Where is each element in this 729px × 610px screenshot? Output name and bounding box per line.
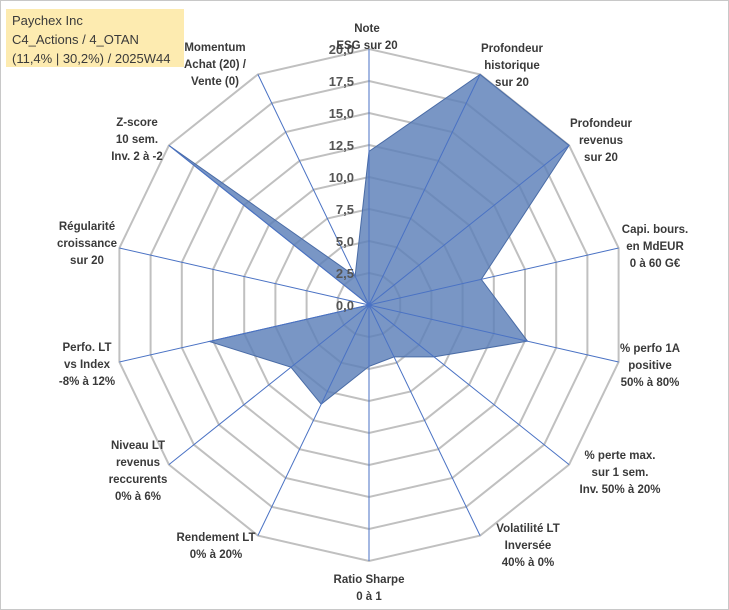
axis-label-3: Capi. bours. en MdEUR 0 à 60 G€ [622,224,688,270]
tick-label-4: 10,0 [329,170,354,185]
chart-title-line-1: Paychex Inc [12,13,83,28]
tick-label-1: 2,5 [336,266,354,281]
tick-label-6: 15,0 [329,106,354,121]
axis-spoke-6 [368,304,481,536]
chart-title-line-2: C4_Actions / 4_OTAN [12,32,139,47]
axis-spoke-10 [119,304,370,363]
axis-label-1: Profondeur historique sur 20 [481,43,543,89]
axis-label-5: % perte max. sur 1 sem. Inv. 50% à 20% [580,450,661,496]
axis-spoke-8 [257,304,370,536]
axis-label-12: Z-score 10 sem. Inv. 2 à -2 [111,117,163,163]
tick-label-7: 17,5 [329,74,354,89]
axis-label-0: Note ESG sur 20 [336,23,397,52]
axis-spoke-11 [119,247,370,306]
tick-label-3: 7,5 [336,202,354,217]
axis-label-6: Volatilité LT Inversée 40% à 0% [496,523,559,569]
axis-spoke-3 [368,247,619,306]
chart-title-line-3: (11,4% | 30,2%) / 2025W44 [12,51,171,66]
axis-spoke-2 [368,145,570,306]
chart-title-box: Paychex Inc C4_Actions / 4_OTAN (11,4% |… [6,9,184,67]
tick-label-0: 0,0 [336,298,354,313]
tick-label-5: 12,5 [329,138,354,153]
axis-spoke-4 [368,304,619,363]
axis-label-11: Régularité croissance sur 20 [57,221,117,267]
axis-spoke-13 [257,74,370,306]
axis-label-8: Rendement LT 0% à 20% [176,532,255,561]
tick-label-2: 5,0 [336,234,354,249]
axis-spoke-5 [368,304,570,465]
axis-label-4: % perfo 1A positive 50% à 80% [620,343,680,389]
axis-label-9: Niveau LT revenus reccurents 0% à 6% [109,440,168,503]
axis-label-2: Profondeur revenus sur 20 [570,118,632,164]
tick-label-8: 20,0 [329,42,354,57]
axis-label-7: Ratio Sharpe 0 à 1 [334,574,405,603]
axis-label-10: Perfo. LT vs Index -8% à 12% [59,342,115,388]
axis-label-13: Momentum Achat (20) / Vente (0) [184,42,247,88]
axis-spoke-12 [168,145,370,306]
axis-spoke-1 [368,74,481,306]
axis-spoke-9 [168,304,370,465]
